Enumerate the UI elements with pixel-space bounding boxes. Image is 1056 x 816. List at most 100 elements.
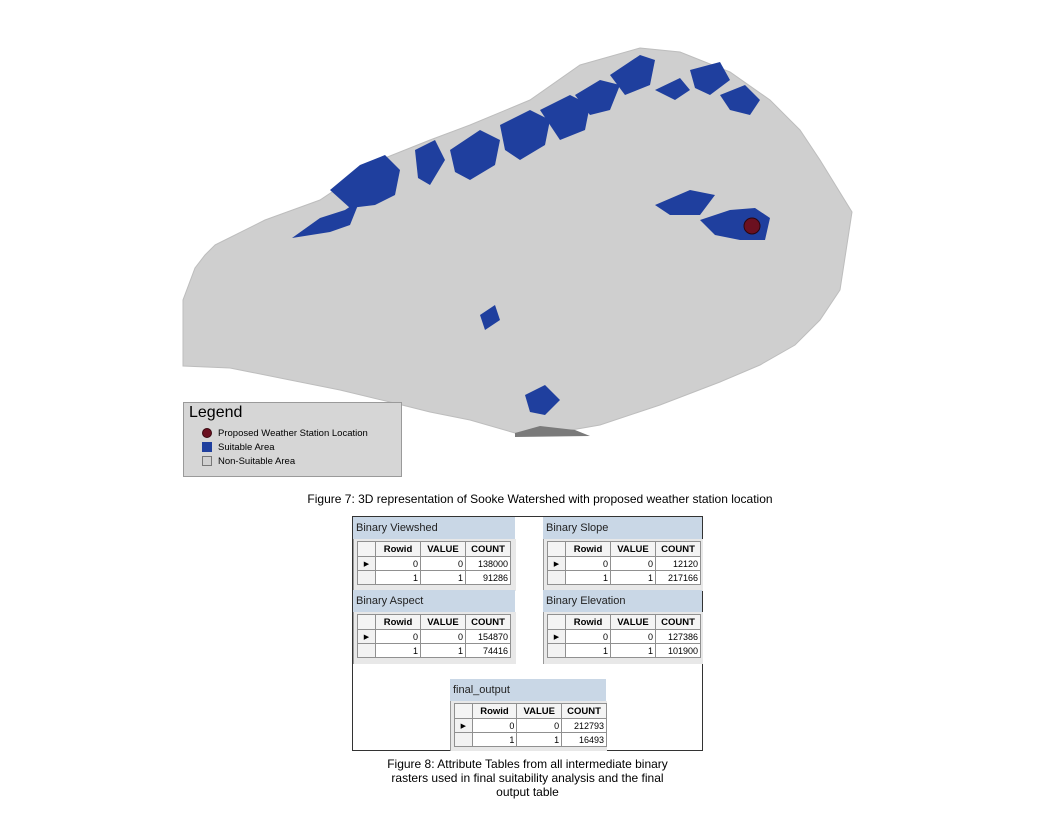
suitable-area-patch — [525, 385, 560, 415]
table-cell: 0 — [375, 556, 421, 571]
column-header[interactable]: VALUE — [610, 541, 656, 557]
table-cell: 1 — [565, 643, 611, 658]
attribute-table: Rowid VALUE COUNT ▶ 0 0 127386 1 1 101900 — [547, 614, 701, 658]
column-header[interactable]: COUNT — [465, 614, 511, 630]
table-cell: 74416 — [465, 643, 511, 658]
table-row[interactable]: 1 1 16493 — [454, 732, 607, 747]
column-header[interactable]: Rowid — [565, 614, 611, 630]
table-grid-area: Rowid VALUE COUNT ▶ 0 0 212793 1 1 16493 — [450, 701, 607, 751]
column-header[interactable]: COUNT — [561, 703, 607, 719]
figure8-caption: Figure 8: Attribute Tables from all inte… — [352, 757, 703, 799]
figure8-caption-line: Figure 8: Attribute Tables from all inte… — [387, 757, 668, 771]
legend-item-station: Proposed Weather Station Location — [202, 428, 368, 439]
row-selector[interactable] — [357, 570, 376, 585]
legend-title: Legend — [189, 404, 243, 421]
legend-label: Non-Suitable Area — [218, 456, 296, 467]
current-row-arrow-icon[interactable]: ▶ — [547, 556, 566, 571]
weather-station-marker — [743, 217, 761, 235]
table-cell: 1 — [610, 570, 656, 585]
row-selector-header — [547, 541, 566, 557]
legend-label: Suitable Area — [218, 442, 275, 453]
figure8-caption-line: output table — [496, 785, 559, 799]
table-grid-area: Rowid VALUE COUNT ▶ 0 0 138000 1 1 91286 — [353, 539, 516, 591]
suitable-area-patch — [655, 78, 690, 100]
table-row[interactable]: ▶ 0 0 154870 — [357, 629, 511, 644]
table-aspect: Binary Aspect Rowid VALUE COUNT ▶ 0 0 154870 1 1… — [353, 590, 516, 664]
table-viewshed: Binary Viewshed Rowid VALUE COUNT ▶ 0 0 138000… — [353, 517, 516, 591]
table-cell: 1 — [565, 570, 611, 585]
column-header[interactable]: COUNT — [655, 541, 701, 557]
table-cell: 16493 — [561, 732, 607, 747]
table-cell: 0 — [516, 718, 563, 733]
non-suitable-swatch-icon — [202, 456, 212, 466]
table-cell: 138000 — [465, 556, 511, 571]
table-cell: 91286 — [465, 570, 511, 585]
table-title: Binary Elevation — [543, 590, 702, 612]
current-row-arrow-icon[interactable]: ▶ — [547, 629, 566, 644]
table-title: Binary Slope — [543, 517, 702, 539]
table-final-output: final_output Rowid VALUE COUNT ▶ 0 0 212793 1 1 1… — [450, 679, 607, 751]
attribute-table: Rowid VALUE COUNT ▶ 0 0 12120 1 1 217166 — [547, 541, 701, 585]
suitable-area-patch — [330, 155, 400, 208]
table-cell: 1 — [420, 643, 466, 658]
column-header[interactable]: Rowid — [375, 541, 421, 557]
column-header[interactable]: Rowid — [471, 703, 518, 719]
column-header[interactable]: VALUE — [516, 703, 563, 719]
table-cell: 1 — [375, 643, 421, 658]
table-cell: 0 — [420, 629, 466, 644]
row-selector[interactable] — [357, 643, 376, 658]
column-header[interactable]: COUNT — [465, 541, 511, 557]
column-header[interactable]: VALUE — [420, 541, 466, 557]
table-row[interactable]: ▶ 0 0 138000 — [357, 556, 511, 571]
suitable-area-patch — [415, 140, 445, 185]
suitable-area-patches — [292, 55, 770, 415]
column-header[interactable]: VALUE — [420, 614, 466, 630]
map-legend: Legend Proposed Weather Station Location… — [183, 402, 402, 477]
table-cell: 1 — [420, 570, 466, 585]
table-row[interactable]: ▶ 0 0 127386 — [547, 629, 701, 644]
suitable-area-patch — [480, 305, 500, 330]
suitable-area-patch — [500, 110, 550, 160]
cliff-edge — [515, 426, 590, 437]
row-selector-header — [357, 614, 376, 630]
table-row[interactable]: 1 1 217166 — [547, 570, 701, 585]
row-selector-header — [454, 703, 473, 719]
table-row[interactable]: ▶ 0 0 212793 — [454, 718, 607, 733]
row-selector[interactable] — [454, 732, 473, 747]
table-grid-area: Rowid VALUE COUNT ▶ 0 0 154870 1 1 74416 — [353, 612, 516, 664]
table-row[interactable]: ▶ 0 0 12120 — [547, 556, 701, 571]
column-header[interactable]: Rowid — [375, 614, 421, 630]
column-header[interactable]: VALUE — [610, 614, 656, 630]
table-title: Binary Viewshed — [353, 517, 515, 539]
current-row-arrow-icon[interactable]: ▶ — [454, 718, 473, 733]
column-header[interactable]: COUNT — [655, 614, 701, 630]
table-cell: 154870 — [465, 629, 511, 644]
attribute-table: Rowid VALUE COUNT ▶ 0 0 138000 1 1 91286 — [357, 541, 511, 585]
table-cell: 0 — [610, 556, 656, 571]
table-cell: 0 — [565, 629, 611, 644]
table-row[interactable]: 1 1 74416 — [357, 643, 511, 658]
current-row-arrow-icon[interactable]: ▶ — [357, 629, 376, 644]
table-row[interactable]: 1 1 101900 — [547, 643, 701, 658]
table-cell: 1 — [471, 732, 518, 747]
table-cell: 1 — [516, 732, 563, 747]
table-row[interactable]: 1 1 91286 — [357, 570, 511, 585]
attribute-table: Rowid VALUE COUNT ▶ 0 0 212793 1 1 16493 — [454, 703, 607, 747]
column-header[interactable]: Rowid — [565, 541, 611, 557]
row-selector[interactable] — [547, 570, 566, 585]
suitable-swatch-icon — [202, 442, 212, 452]
suitable-area-patch — [690, 62, 730, 95]
row-selector-header — [357, 541, 376, 557]
row-selector[interactable] — [547, 643, 566, 658]
table-grid-area: Rowid VALUE COUNT ▶ 0 0 127386 1 1 101900 — [543, 612, 703, 664]
table-title: final_output — [450, 679, 606, 701]
table-cell: 0 — [375, 629, 421, 644]
current-row-arrow-icon[interactable]: ▶ — [357, 556, 376, 571]
table-cell: 0 — [471, 718, 518, 733]
table-cell: 217166 — [655, 570, 701, 585]
legend-item-non-suitable: Non-Suitable Area — [202, 456, 296, 467]
suitable-area-patch — [450, 130, 500, 180]
table-cell: 0 — [565, 556, 611, 571]
row-selector-header — [547, 614, 566, 630]
suitable-area-patch — [655, 190, 715, 215]
